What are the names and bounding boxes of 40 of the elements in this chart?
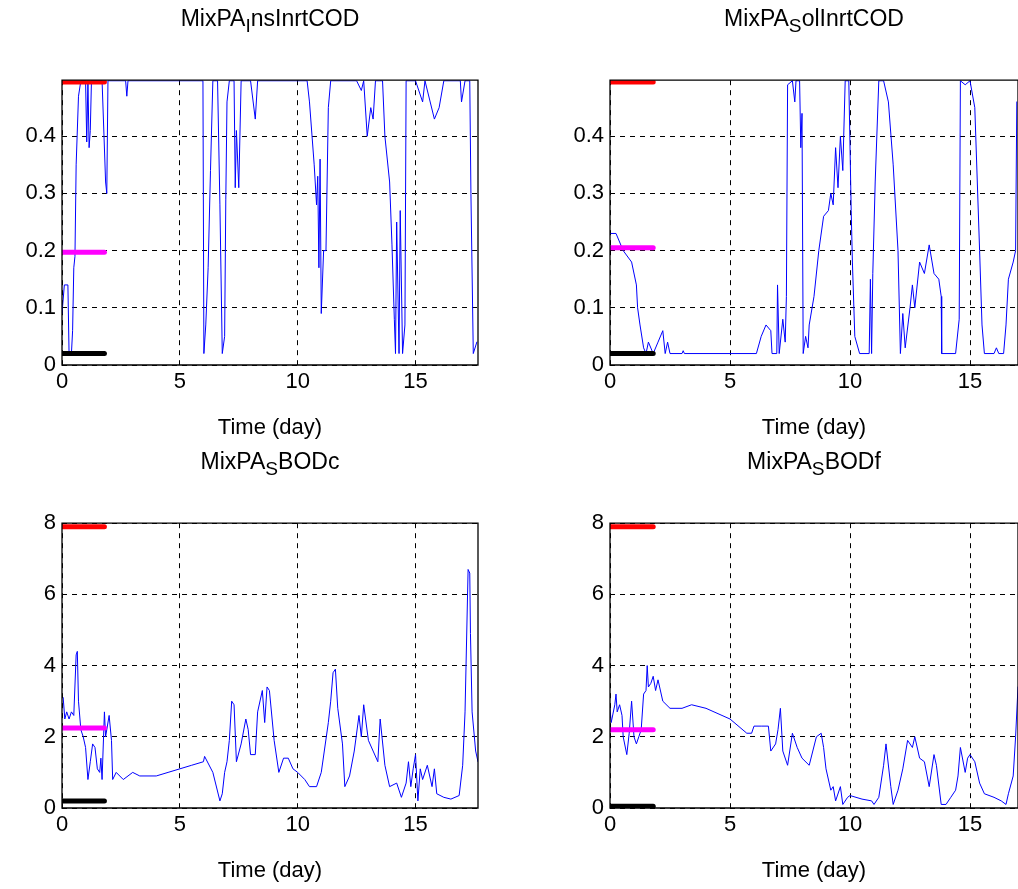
y-tick-label: 6 [591,580,604,606]
x-axis-title: Time (day) [217,856,323,882]
y-tick-label: 0 [591,794,604,820]
x-tick-label: 5 [173,368,186,394]
y-tick-label: 0 [591,351,604,377]
y-tick-label: 8 [43,509,56,535]
x-tick-label: 5 [173,811,186,837]
x-tick-label: 10 [837,368,863,394]
x-axis-title: Time (day) [761,856,867,882]
chart-title: MixPA$_{S}$olInrtCOD [723,5,905,37]
x-tick-label: 10 [285,368,310,394]
x-axis-title: Time (day) [217,413,323,439]
y-tick-label: 0 [43,351,56,377]
x-tick-label: 15 [957,811,983,837]
y-tick-label: 0.2 [573,236,604,262]
x-tick-label: 5 [723,368,737,394]
y-tick-label: 2 [43,722,56,748]
chart-title: MixPA$_{S}$BODf [746,448,882,480]
x-tick-label: 5 [723,811,737,837]
chart-title: MixPA$_{I}$nsInrtCOD [179,5,361,37]
x-tick-label: 10 [837,811,863,837]
y-tick-label: 0.2 [25,236,56,262]
y-tick-label: 0.1 [25,293,56,319]
y-tick-label: 6 [43,580,56,606]
y-tick-label: 0.4 [573,122,604,148]
y-tick-label: 4 [43,651,56,677]
y-tick-label: 0 [43,794,56,820]
x-tick-label: 15 [403,368,428,394]
y-tick-label: 0.3 [25,179,56,205]
x-tick-label: 15 [403,811,428,837]
x-tick-label: 10 [285,811,310,837]
y-tick-label: 0.4 [25,122,56,148]
y-tick-label: 4 [591,651,604,677]
chart-title: MixPA$_{S}$BODc [199,448,341,480]
x-axis-title: Time (day) [761,413,867,439]
y-tick-label: 0.1 [573,293,604,319]
x-tick-label: 15 [957,368,983,394]
y-tick-label: 2 [591,722,604,748]
y-tick-label: 0.3 [573,179,604,205]
y-tick-label: 8 [591,509,604,535]
